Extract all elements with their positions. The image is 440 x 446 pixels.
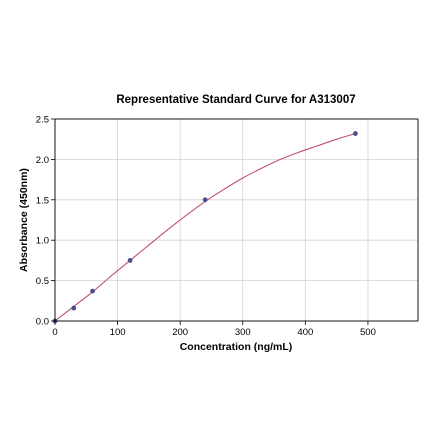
x-tick-label: 100 bbox=[110, 327, 126, 338]
y-axis-title: Absorbance (450nm) bbox=[18, 168, 30, 272]
data-point bbox=[90, 288, 95, 294]
fit-curve-layer bbox=[54, 133, 356, 322]
y-tick-label: 2.0 bbox=[36, 155, 49, 166]
y-axis-ticks: 0.0 0.5 1.0 1.5 2.0 2.5 bbox=[36, 115, 55, 328]
x-tick-label: 0 bbox=[52, 327, 57, 338]
data-point bbox=[202, 197, 208, 203]
y-tick-label: 2.5 bbox=[36, 115, 49, 126]
y-tick-label: 0.0 bbox=[36, 317, 49, 328]
data-point bbox=[353, 131, 358, 136]
fit-curve-line bbox=[54, 133, 356, 322]
data-point bbox=[127, 258, 133, 263]
y-tick-label: 1.5 bbox=[36, 195, 49, 206]
x-tick-label: 400 bbox=[297, 327, 313, 338]
x-tick-label: 500 bbox=[360, 327, 376, 338]
chart-title: Representative Standard Curve for A31300… bbox=[116, 94, 355, 106]
x-axis-title: Concentration (ng/mL) bbox=[180, 341, 293, 353]
data-point bbox=[71, 305, 77, 311]
grid-lines bbox=[54, 118, 418, 322]
x-axis-ticks: 0 100 200 300 400 500 bbox=[52, 321, 376, 338]
y-tick-label: 0.5 bbox=[36, 276, 49, 287]
data-points-layer bbox=[52, 131, 358, 324]
plot-area-frame bbox=[54, 118, 419, 322]
x-tick-label: 200 bbox=[172, 327, 188, 338]
y-tick-label: 1.0 bbox=[36, 236, 49, 247]
x-tick-label: 300 bbox=[235, 327, 251, 338]
